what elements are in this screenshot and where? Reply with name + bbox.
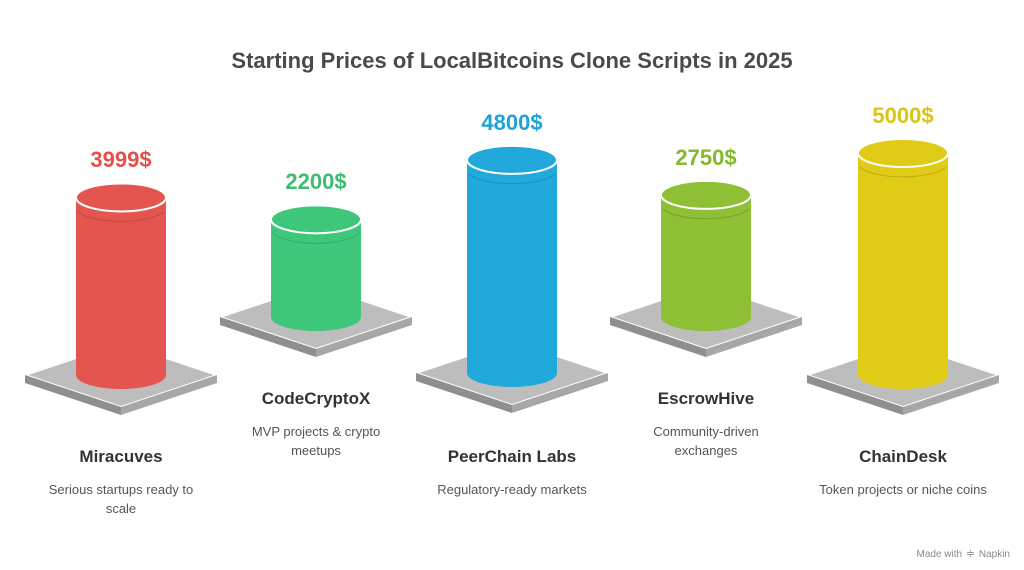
category-desc-escrowhive: Community-driven exchanges <box>653 424 759 458</box>
bar-body <box>661 194 751 331</box>
bar-miracuves <box>21 182 221 415</box>
category-desc-peerchain-labs: Regulatory-ready markets <box>437 482 587 497</box>
bar-top <box>857 138 949 168</box>
value-label-codecryptox: 2200$ <box>285 169 347 195</box>
category-label-codecryptox: CodeCryptoX <box>261 389 371 408</box>
category-desc-codecryptox: MVP projects & crypto meetups <box>251 424 381 458</box>
bar-peerchain-labs <box>412 144 612 413</box>
footer-brand: Napkin <box>978 549 1010 560</box>
bar-body <box>76 197 166 389</box>
base-plate-right <box>706 317 802 357</box>
base-plate-right <box>121 375 217 415</box>
bar-body <box>271 219 361 331</box>
base-plate-right <box>512 373 608 413</box>
bar-top <box>466 144 558 175</box>
value-label-chaindesk: 5000$ <box>872 103 934 128</box>
value-label-escrowhive: 2750$ <box>675 144 737 170</box>
footer-made-with: Made with <box>916 549 963 560</box>
base-plate-left <box>220 317 316 357</box>
bar-top <box>270 204 362 235</box>
chart-title: Starting Prices of LocalBitcoins Clone S… <box>231 48 793 73</box>
bar-top-rim <box>468 173 556 185</box>
category-label-peerchain-labs: PeerChain Labs <box>447 447 577 466</box>
category-desc-chaindesk: Token projects or niche coins <box>819 482 987 497</box>
base-plate-right <box>316 317 412 357</box>
base-plate-left <box>807 375 903 415</box>
bar-top <box>660 179 752 210</box>
bar-body <box>467 159 557 387</box>
base-plate-left <box>610 317 706 357</box>
category-label-chaindesk: ChainDesk <box>859 447 947 466</box>
bar-chaindesk <box>803 138 1003 415</box>
footer-credit: Made with ≑ Napkin <box>917 547 1011 560</box>
bar-top-rim <box>77 211 165 222</box>
base-plate-left <box>25 375 121 415</box>
bar-top <box>75 182 167 213</box>
bar-top-rim <box>662 208 750 220</box>
bar-top-rim <box>859 166 947 178</box>
category-label-escrowhive: EscrowHive <box>657 389 755 408</box>
bar-body <box>858 153 948 389</box>
category-desc-miracuves: Serious startups ready to scale <box>48 482 194 516</box>
bar-escrowhive <box>606 179 806 357</box>
base-plate-left <box>416 373 512 413</box>
value-label-miracuves: 3999$ <box>90 147 152 173</box>
bar-top-rim <box>272 232 360 244</box>
category-label-miracuves: Miracuves <box>79 447 163 466</box>
base-plate-right <box>903 375 999 415</box>
bar-codecryptox <box>216 204 416 357</box>
value-label-peerchain-labs: 4800$ <box>481 109 543 135</box>
napkin-logo-icon: ≑ <box>965 548 976 560</box>
